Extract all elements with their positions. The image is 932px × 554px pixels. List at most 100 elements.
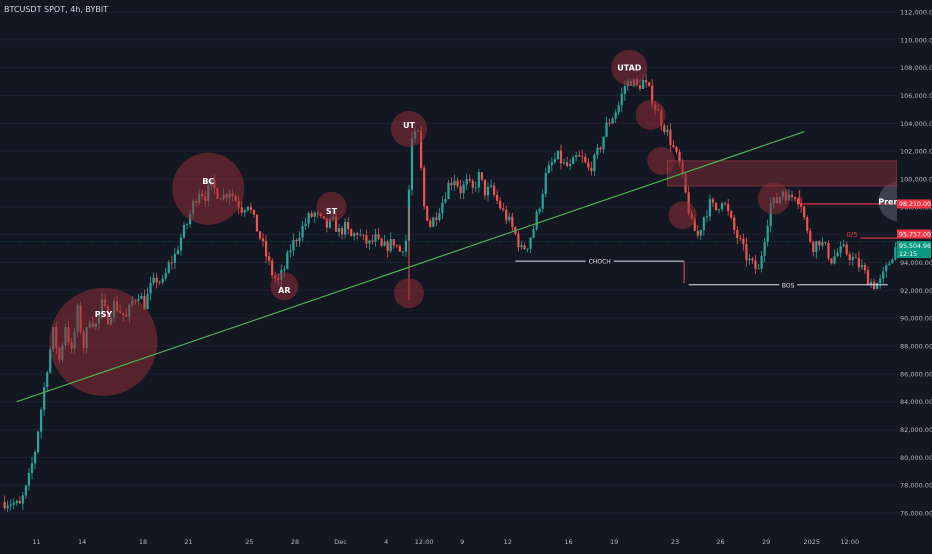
candle-body (441, 202, 444, 214)
bos-label-bg (779, 280, 798, 290)
candle-body (307, 213, 310, 224)
candle-body (845, 244, 848, 255)
candle-body (502, 208, 505, 210)
price-tick-label: 108,000.00 (900, 64, 932, 72)
candle-body (523, 245, 526, 250)
candle-body (289, 250, 292, 253)
price-tick-label: 80,000.00 (900, 454, 932, 462)
candle-body (860, 265, 864, 268)
candle-body (459, 186, 462, 194)
candle-body (146, 293, 149, 310)
candle-body (748, 258, 751, 261)
candle-body (602, 136, 605, 150)
candle-body (663, 125, 666, 132)
price-tick-label: 110,000.00 (900, 36, 932, 44)
candle-body (362, 234, 365, 236)
candle-body (389, 239, 392, 252)
candle-body (368, 240, 371, 244)
candle-body (386, 241, 389, 252)
candle-body (760, 256, 763, 269)
price-tag-label: 95,504.96 (899, 243, 931, 250)
candle-body (240, 207, 243, 213)
candle-body (809, 230, 812, 242)
candle-body (173, 253, 176, 263)
candle-body (489, 185, 493, 187)
candle-body (541, 193, 544, 209)
price-tick-label: 104,000.00 (900, 120, 932, 128)
time-tick-label: 23 (671, 538, 679, 546)
candle-body (359, 234, 362, 236)
candle-body (492, 185, 496, 195)
candle-body (623, 86, 626, 94)
candle-body (298, 237, 301, 242)
time-tick-label: 12 (504, 538, 512, 546)
candle-body (185, 224, 189, 226)
candle-body (310, 213, 313, 217)
price-axis: 112,000.00 110,000.00 108,000.00 106,000.00… (897, 0, 932, 550)
candle-body (608, 122, 611, 124)
candle-body (423, 167, 426, 207)
candle-body (529, 237, 532, 249)
candle-body (304, 223, 307, 227)
wyckoff-circle (390, 110, 427, 147)
candle-body (283, 268, 286, 271)
bos-label: BOS (782, 282, 795, 289)
candle-body (717, 209, 721, 211)
candle-body (496, 194, 499, 201)
candle-body (818, 241, 821, 246)
candle-body (547, 165, 550, 174)
candle-body (702, 217, 705, 230)
time-tick-label: 18 (139, 538, 147, 546)
candle-body (544, 173, 547, 194)
wyckoff-circle (393, 278, 424, 309)
candle-body (404, 240, 408, 252)
candle-body (46, 372, 49, 388)
candle-body (383, 241, 386, 246)
candle-body (693, 218, 696, 231)
candle-body (535, 211, 538, 229)
candle-body (888, 263, 891, 266)
candle-body (246, 206, 249, 211)
candle-body (572, 157, 575, 164)
time-tick-label: 14 (78, 538, 86, 546)
candle-body (648, 82, 651, 86)
wyckoff-label: PSY (95, 310, 113, 319)
candle-body (471, 180, 474, 188)
candle-body (754, 260, 757, 269)
candle-body (885, 265, 888, 272)
candle-body (714, 202, 718, 211)
candle-body (851, 257, 854, 260)
candle-body (620, 93, 623, 106)
candle-body (401, 251, 404, 253)
candle-body (575, 155, 578, 158)
candle-body (353, 233, 356, 237)
time-tick-label: 2025 (803, 538, 820, 546)
candle-body (137, 298, 140, 301)
wyckoff-circle (668, 201, 697, 230)
candle-body (286, 252, 289, 269)
candle-body (538, 208, 541, 212)
candle-body (340, 227, 344, 235)
candle-body (264, 241, 268, 257)
candle-body (824, 242, 827, 244)
candle-body (258, 231, 262, 239)
price-tick-label: 112,000.00 (900, 9, 932, 17)
candle-body (143, 296, 146, 310)
candle-body (252, 209, 256, 215)
candle-body (550, 162, 553, 166)
candle-body (24, 485, 28, 496)
candle-body (392, 239, 395, 246)
candle-body (316, 212, 319, 214)
choch-label-bg (585, 256, 614, 266)
candle-body (866, 270, 870, 286)
candle-body (581, 156, 584, 158)
candle-body (638, 85, 642, 89)
fvg-label: 0/5 (846, 231, 857, 239)
candle-body (36, 431, 40, 453)
time-tick-label: 21 (184, 538, 192, 546)
candle-body (790, 194, 794, 198)
candle-body (803, 206, 806, 218)
candle-body (380, 238, 383, 246)
